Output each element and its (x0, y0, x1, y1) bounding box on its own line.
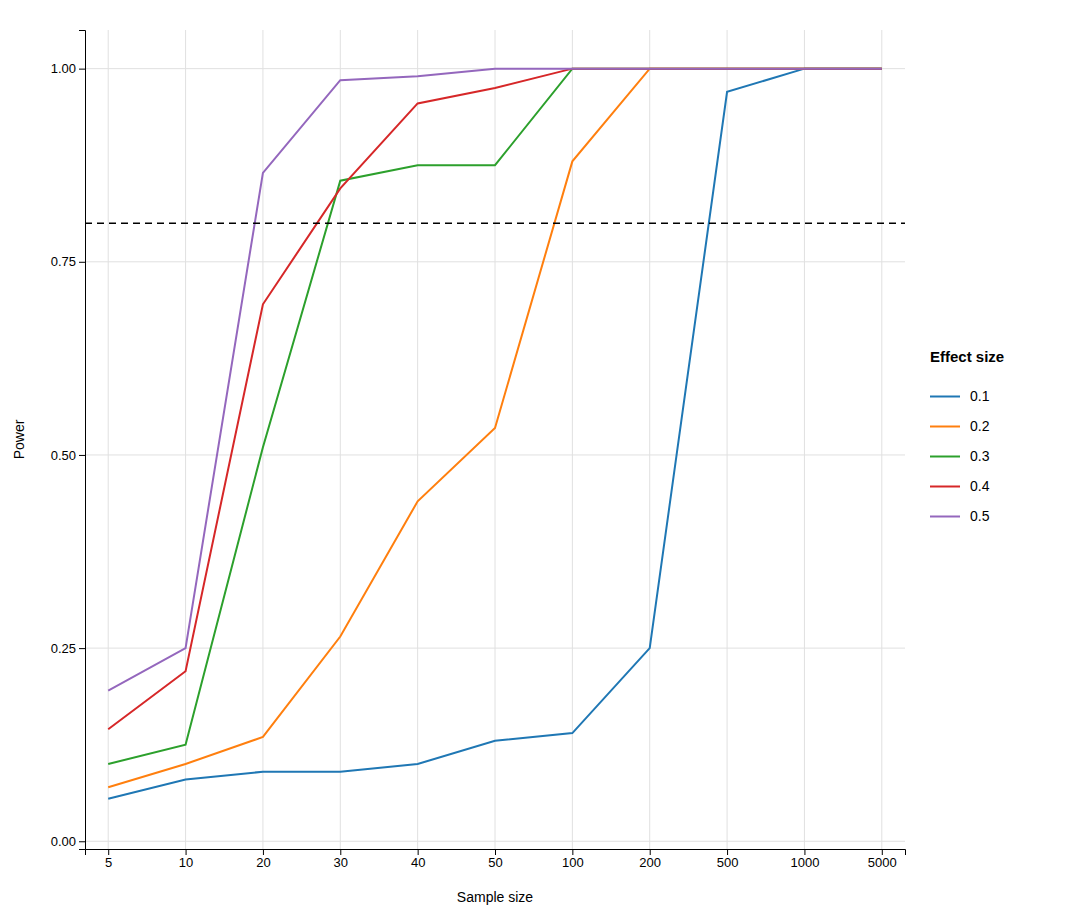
legend-item: 0.2 (930, 418, 990, 434)
marks (85, 69, 905, 799)
x-tick-mark (572, 849, 573, 855)
x-tick-mark (186, 849, 187, 855)
x-tick-mark (804, 849, 805, 855)
y-tick: 0.75 (51, 254, 85, 269)
x-axis-title: Sample size (457, 889, 533, 905)
plot: 5 10 20 30 40 50 100 200 500 1000 5000 0.00 0.25 0.50… (51, 30, 906, 870)
grid-line-x (108, 30, 109, 849)
x-tick: 30 (334, 849, 348, 870)
y-axis-title: Power (11, 419, 27, 459)
x-tick-mark (882, 849, 883, 855)
grid (85, 30, 905, 849)
x-tick: 20 (256, 849, 270, 870)
y-tick-label: 0.00 (51, 834, 76, 849)
x-tick-label: 1000 (790, 855, 819, 870)
legend-item: 0.1 (930, 388, 990, 404)
legend-swatch (930, 516, 960, 518)
y-tick-label: 0.50 (51, 448, 76, 463)
reference-line (85, 222, 905, 224)
grid-line-y (85, 261, 905, 262)
legend-swatch (930, 426, 960, 428)
x-tick-label: 5 (105, 855, 112, 870)
x-tick: 5 (105, 849, 112, 870)
legend-swatch (930, 456, 960, 458)
x-tick: 10 (179, 849, 193, 870)
legend: Effect size 0.1 0.2 0.3 0.4 0.5 (930, 348, 1004, 525)
x-tick-mark (340, 849, 341, 855)
legend-label: 0.4 (970, 478, 990, 494)
grid-line-x (185, 30, 186, 849)
x-tick-label: 50 (488, 855, 502, 870)
y-axis: 0.00 0.25 0.50 0.75 1.00 (51, 31, 86, 850)
x-tick-label: 10 (179, 855, 193, 870)
y-tick: 0.00 (51, 834, 85, 849)
x-tick-mark (727, 849, 728, 855)
grid-line-y (85, 454, 905, 455)
y-tick-label: 0.25 (51, 641, 76, 656)
series-line (108, 69, 882, 691)
x-tick-mark (263, 849, 264, 855)
y-tick-label: 0.75 (51, 254, 76, 269)
x-tick-label: 5000 (868, 855, 897, 870)
grid-line-x (804, 30, 805, 849)
grid-line-x (417, 30, 418, 849)
grid-line-x (881, 30, 882, 849)
grid-line-y (85, 841, 905, 842)
x-tick-mark (108, 849, 109, 855)
grid-line-x (262, 30, 263, 849)
legend-item: 0.3 (930, 448, 990, 464)
legend-label: 0.2 (970, 418, 990, 434)
x-tick-label: 200 (639, 855, 661, 870)
y-tick-mark (79, 841, 85, 842)
grid-line-x (649, 30, 650, 849)
x-tick: 200 (639, 849, 661, 870)
grid-line-x (572, 30, 573, 849)
grid-line-x (495, 30, 496, 849)
x-tick: 40 (411, 849, 425, 870)
legend-label: 0.5 (970, 508, 990, 524)
y-tick: 0.25 (51, 641, 85, 656)
chart: 51020304050100200500100050000.000.250.50… (0, 0, 1075, 924)
legend-title: Effect size (930, 348, 1004, 365)
x-tick: 50 (488, 849, 502, 870)
grid-line-y (85, 648, 905, 649)
x-axis: 5 10 20 30 40 50 100 200 500 1000 5000 (86, 849, 906, 870)
y-tick: 1.00 (51, 61, 85, 76)
x-tick: 500 (717, 849, 739, 870)
legend-swatch (930, 396, 960, 398)
x-tick-label: 40 (411, 855, 425, 870)
x-tick-label: 20 (256, 855, 270, 870)
series-line (108, 69, 882, 788)
y-tick-mark (79, 262, 85, 263)
legend-label: 0.1 (970, 388, 990, 404)
y-tick-mark (79, 69, 85, 70)
y-tick: 0.50 (51, 448, 85, 463)
x-tick-label: 100 (562, 855, 584, 870)
legend-label: 0.3 (970, 448, 990, 464)
y-axis-line (79, 31, 86, 850)
x-tick: 100 (562, 849, 584, 870)
x-tick: 1000 (790, 849, 819, 870)
y-tick-label: 1.00 (51, 61, 76, 76)
series-line (108, 69, 882, 799)
x-axis-line (86, 850, 906, 856)
x-tick-mark (418, 849, 419, 855)
x-tick-label: 500 (717, 855, 739, 870)
x-tick-mark (650, 849, 651, 855)
legend-item: 0.4 (930, 478, 990, 494)
grid-line-x (340, 30, 341, 849)
x-tick: 5000 (868, 849, 897, 870)
y-tick-mark (79, 648, 85, 649)
y-tick-mark (79, 455, 85, 456)
series-line (108, 69, 882, 730)
series-line (108, 69, 882, 764)
legend-swatch (930, 486, 960, 488)
grid-line-x (727, 30, 728, 849)
x-tick-label: 30 (334, 855, 348, 870)
legend-item: 0.5 (930, 508, 990, 524)
x-tick-mark (495, 849, 496, 855)
